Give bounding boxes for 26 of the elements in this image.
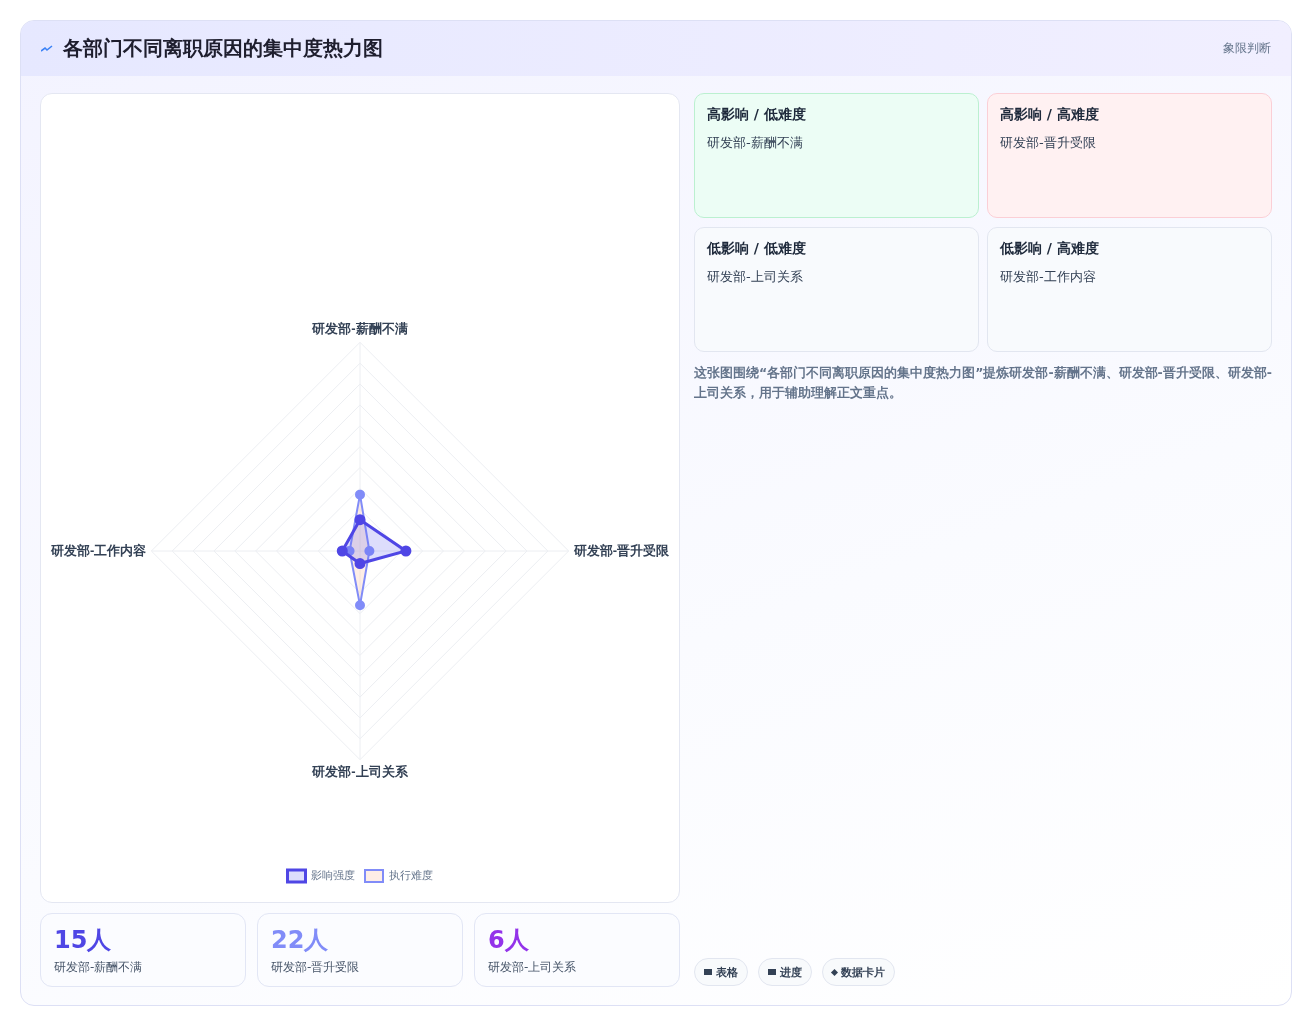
text: 15人 xyxy=(54,925,113,956)
text: 研发部-薪酬不满 xyxy=(707,135,803,150)
text: 进度 xyxy=(758,958,812,986)
text: 22人 xyxy=(271,925,330,956)
spoke-label: 研发部-上司关系 xyxy=(311,764,409,780)
text: 研发部-晋升受限 xyxy=(271,960,360,974)
text: 研发部-工作内容 xyxy=(1000,269,1096,284)
text: 研发部-上司关系 xyxy=(707,269,803,284)
spoke-label: 研发部-薪酬不满 xyxy=(311,321,408,337)
text: 高影响 / 高难度 xyxy=(1000,106,1100,124)
spoke-label: 研发部-工作内容 xyxy=(49,542,147,558)
spoke-label: 研发部-晋升受限 xyxy=(572,542,670,558)
text: 数据卡片 xyxy=(822,958,895,986)
text: 低影响 / 低难度 xyxy=(707,240,807,258)
text: 象限判断 xyxy=(1223,40,1271,57)
text: 低影响 / 高难度 xyxy=(1000,240,1100,258)
legend-label: 执行难度 xyxy=(388,869,433,882)
text: 高影响 / 低难度 xyxy=(707,106,807,124)
chart-title: 各部门不同离职原因的集中度热力图 xyxy=(63,35,383,62)
text: 表格 xyxy=(694,958,748,986)
legend-label: 影响强度 xyxy=(311,869,355,882)
text: 研发部-薪酬不满 xyxy=(54,960,143,974)
text: 研发部-上司关系 xyxy=(488,960,577,974)
text: 6人 xyxy=(488,925,530,956)
text: 这张图围绕“各部门不同离职原因的集中度热力图”提炼研发部-薪酬不满、研发部-晋升受限、研发部-上司关系，用于辅助理解正文重点。 xyxy=(694,364,1273,402)
text: 研发部-晋升受限 xyxy=(1000,135,1096,150)
